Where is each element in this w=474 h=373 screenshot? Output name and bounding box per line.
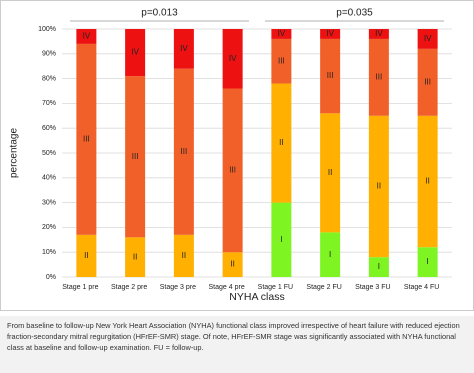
segment-label: II: [328, 168, 332, 177]
bar-segment: [320, 232, 341, 277]
segment-label: I: [329, 250, 331, 259]
segment-label: II: [84, 251, 88, 260]
bar-segment: [320, 38, 341, 114]
segment-label: IV: [278, 29, 286, 38]
bar-segment: [320, 113, 341, 233]
segment-label: III: [229, 165, 236, 174]
bar-segment: [76, 29, 97, 44]
bar-segment: [125, 29, 146, 77]
x-tick-label: Stage 1 FU: [258, 284, 293, 291]
bar-segment: [368, 29, 389, 39]
x-axis-title: NYHA class: [229, 291, 284, 303]
segment-label: IV: [375, 29, 383, 38]
segment-label: IV: [229, 54, 237, 63]
y-tick-label: 0%: [46, 274, 56, 281]
y-tick-label: 40%: [42, 175, 56, 182]
segment-label: III: [83, 134, 90, 143]
significance-label: p=0.035: [336, 8, 373, 19]
segment-label: IV: [424, 34, 432, 43]
x-tick-label: Stage 1 pre: [62, 284, 98, 291]
segment-label: II: [230, 260, 234, 269]
segment-label: III: [424, 77, 431, 86]
x-tick-label: Stage 3 FU: [355, 284, 390, 291]
y-tick-label: 30%: [42, 199, 56, 206]
bar-segment: [222, 29, 243, 89]
bar-segment: [417, 48, 438, 116]
segment-label: III: [181, 147, 188, 156]
bar-segment: [368, 38, 389, 116]
y-axis-title: percentage: [9, 128, 20, 178]
segment-label: II: [279, 138, 283, 147]
segment-label: III: [376, 72, 383, 81]
bar-segment: [417, 115, 438, 248]
segment-label: II: [425, 177, 429, 186]
y-tick-label: 60%: [42, 125, 56, 132]
segment-label: IV: [83, 32, 91, 41]
bar-segment: [125, 76, 146, 238]
bar-segment: [271, 29, 292, 39]
bar-segment: [76, 43, 97, 235]
segment-label: IV: [180, 44, 188, 53]
segment-label: I: [427, 257, 429, 266]
bar-segment: [222, 252, 243, 277]
segment-label: II: [377, 182, 381, 191]
segment-label: III: [132, 152, 139, 161]
segment-label: III: [278, 56, 285, 65]
segment-label: II: [182, 251, 186, 260]
segment-label: IV: [131, 48, 139, 57]
x-tick-label: Stage 2 FU: [306, 284, 341, 291]
y-tick-label: 70%: [42, 100, 56, 107]
y-tick-label: 90%: [42, 51, 56, 58]
significance-label: p=0.013: [141, 8, 178, 19]
segment-label: I: [280, 235, 282, 244]
segment-label: I: [378, 262, 380, 271]
bar-segment: [271, 83, 292, 203]
bar-segment: [271, 202, 292, 277]
segment-label: IV: [326, 29, 334, 38]
x-tick-label: Stage 2 pre: [111, 284, 147, 291]
bar-segment: [173, 29, 194, 69]
bar-segment: [368, 257, 389, 277]
bar-segment: [417, 29, 438, 49]
bar-segment: [173, 234, 194, 277]
segment-label: III: [327, 71, 334, 80]
y-tick-label: 10%: [42, 249, 56, 256]
bar-segment: [271, 38, 292, 84]
bar-segment: [76, 234, 97, 277]
y-tick-label: 80%: [42, 75, 56, 82]
y-tick-label: 50%: [42, 150, 56, 157]
bar-segment: [173, 68, 194, 235]
y-tick-label: 100%: [38, 26, 56, 33]
x-tick-label: Stage 3 pre: [160, 284, 196, 291]
x-tick-label: Stage 4 pre: [209, 284, 245, 291]
segment-label: II: [133, 252, 137, 261]
x-tick-label: Stage 4 FU: [404, 284, 439, 291]
bar-segment: [125, 237, 146, 277]
y-tick-label: 20%: [42, 224, 56, 231]
caption: From baseline to follow-up New York Hear…: [0, 316, 474, 373]
bar-segment: [222, 88, 243, 253]
bar-segment: [320, 29, 341, 39]
bar-segment: [417, 247, 438, 277]
bar-segment: [368, 115, 389, 258]
chart: percentage NYHA class 0% 10% 20% 30% 40% 50% 6…: [0, 0, 474, 311]
